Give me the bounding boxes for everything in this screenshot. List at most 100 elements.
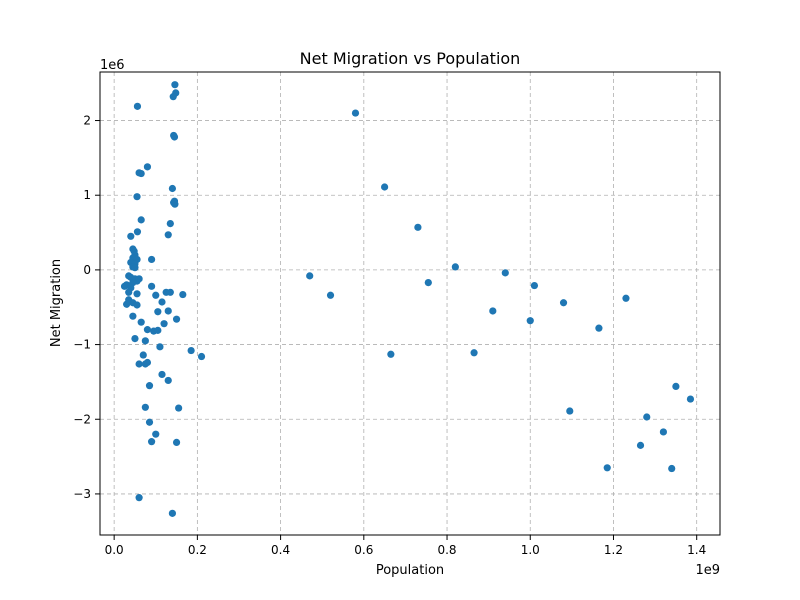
x-tick-label: 0.8 bbox=[437, 543, 456, 557]
data-point bbox=[135, 360, 143, 368]
data-point bbox=[133, 301, 141, 309]
data-point bbox=[686, 395, 695, 403]
data-point bbox=[156, 343, 164, 351]
data-point bbox=[158, 298, 166, 306]
y-tick-label: 1 bbox=[83, 188, 91, 202]
data-point bbox=[501, 269, 509, 277]
data-point bbox=[489, 307, 497, 315]
grid-lines bbox=[100, 72, 720, 535]
data-point bbox=[672, 382, 680, 390]
data-point bbox=[141, 337, 149, 345]
x-tick-label: 1.0 bbox=[521, 543, 540, 557]
data-point bbox=[143, 358, 152, 367]
data-point bbox=[530, 281, 539, 290]
data-point bbox=[135, 494, 143, 502]
x-tick-label: 0.4 bbox=[271, 543, 290, 557]
data-point bbox=[133, 228, 142, 236]
x-axis-multiplier: 1e9 bbox=[695, 563, 720, 578]
data-point bbox=[145, 382, 154, 390]
data-point bbox=[137, 169, 145, 178]
x-tick-label: 0.0 bbox=[105, 543, 124, 557]
data-point bbox=[387, 350, 395, 358]
data-point bbox=[164, 376, 172, 385]
data-point bbox=[123, 300, 131, 308]
y-tick-label: −3 bbox=[73, 487, 91, 501]
data-point bbox=[187, 346, 195, 355]
data-point bbox=[559, 299, 568, 307]
data-point bbox=[164, 231, 172, 239]
y-tick-label: −1 bbox=[73, 338, 91, 352]
data-point bbox=[152, 430, 160, 438]
data-point bbox=[197, 352, 206, 361]
y-tick-label: −2 bbox=[73, 412, 91, 426]
data-point bbox=[160, 320, 168, 328]
x-tick-label: 0.2 bbox=[188, 543, 207, 557]
data-point bbox=[526, 317, 534, 325]
data-point bbox=[171, 81, 179, 89]
data-point bbox=[129, 312, 137, 320]
y-axis-label: Net Migration bbox=[49, 259, 64, 347]
plot-area-frame bbox=[99, 71, 721, 536]
data-point bbox=[164, 307, 172, 315]
data-point bbox=[131, 264, 139, 272]
data-point bbox=[603, 464, 611, 472]
data-point bbox=[133, 102, 142, 110]
data-point bbox=[125, 288, 133, 296]
data-point bbox=[147, 438, 156, 446]
data-point bbox=[451, 263, 459, 271]
data-point bbox=[643, 413, 651, 421]
data-point bbox=[127, 232, 135, 240]
data-point bbox=[659, 428, 668, 436]
data-point bbox=[139, 351, 147, 359]
axis-ticks: 0.0 0.2 0.4 0.6 0.8 1.0 1.2 1.4 −3 −2 −1 0 1 2 bbox=[73, 114, 706, 557]
data-point bbox=[137, 318, 145, 326]
data-point bbox=[170, 133, 179, 141]
data-point bbox=[166, 219, 174, 228]
data-point bbox=[137, 216, 145, 224]
data-point bbox=[154, 308, 162, 316]
data-point bbox=[414, 223, 422, 231]
data-point bbox=[381, 183, 389, 191]
data-point bbox=[166, 288, 174, 296]
data-point bbox=[172, 315, 181, 323]
y-tick-label: 2 bbox=[83, 114, 91, 128]
x-axis-label: Population bbox=[376, 563, 444, 578]
data-point bbox=[351, 109, 360, 117]
data-point bbox=[168, 184, 177, 193]
data-point bbox=[169, 93, 177, 101]
data-point bbox=[168, 509, 177, 517]
data-point bbox=[306, 272, 314, 280]
data-point bbox=[622, 294, 630, 302]
data-point bbox=[141, 403, 149, 411]
data-point bbox=[152, 291, 160, 299]
data-point bbox=[668, 464, 676, 473]
data-point bbox=[145, 418, 154, 426]
data-point bbox=[154, 326, 162, 334]
data-point bbox=[326, 291, 335, 299]
data-points bbox=[120, 81, 695, 517]
data-point bbox=[143, 163, 152, 171]
chart-title: Net Migration vs Population bbox=[300, 49, 521, 68]
data-point bbox=[147, 282, 156, 290]
data-point bbox=[172, 438, 181, 446]
data-point bbox=[135, 275, 143, 283]
data-point bbox=[143, 326, 152, 334]
data-point bbox=[424, 278, 432, 287]
x-tick-label: 0.6 bbox=[354, 543, 373, 557]
y-tick-label: 0 bbox=[83, 263, 91, 277]
data-point bbox=[179, 290, 187, 299]
data-point bbox=[120, 282, 129, 290]
data-point bbox=[566, 407, 574, 415]
data-point bbox=[158, 370, 166, 379]
data-point bbox=[147, 255, 156, 264]
data-point bbox=[133, 290, 141, 298]
data-point bbox=[636, 441, 645, 449]
x-tick-label: 1.4 bbox=[687, 543, 706, 557]
x-tick-label: 1.2 bbox=[604, 543, 623, 557]
y-axis-multiplier: 1e6 bbox=[100, 58, 125, 73]
data-point bbox=[131, 334, 139, 343]
data-point bbox=[595, 324, 603, 332]
data-point bbox=[470, 349, 478, 357]
